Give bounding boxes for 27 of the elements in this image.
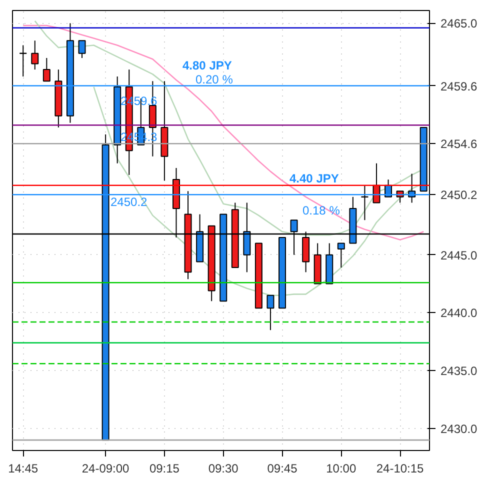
candlestick	[266, 294, 274, 331]
candlestick	[337, 242, 345, 268]
annotation: 4.80 JPY	[182, 58, 232, 72]
x-tick-label: 09:45	[267, 462, 298, 476]
candlestick	[31, 40, 39, 70]
y-tick-label: 2445.0	[440, 248, 478, 262]
ref-line-label: 2459.6	[440, 79, 478, 94]
x-tick-label: 09:15	[149, 462, 180, 476]
candlestick	[78, 40, 86, 58]
x-tick-label: 24-09:00	[82, 462, 130, 476]
ref-line-label: 2454.6	[440, 137, 478, 152]
annotation: 0.18 %	[302, 204, 340, 218]
x-tick-label: 24-10:15	[376, 462, 424, 476]
ref-line-label: 2450.2	[440, 188, 478, 202]
annotation: 2450.2	[110, 195, 148, 209]
x-tick-label: 14:45	[8, 462, 38, 476]
annotation: 0.20 %	[196, 72, 234, 86]
candlestick	[19, 44, 28, 77]
x-tick-label: 10:00	[326, 462, 356, 476]
y-tick-label: 2465.0	[440, 16, 478, 31]
annotation: 4.40 JPY	[290, 172, 339, 186]
y-tick-label: 2440.0	[440, 306, 478, 320]
y-tick-label: 2430.0	[440, 422, 478, 436]
y-tick-label: 2435.0	[440, 364, 478, 378]
x-tick-label: 09:30	[208, 462, 239, 476]
candlestick	[42, 57, 50, 82]
candlestick	[360, 184, 369, 221]
